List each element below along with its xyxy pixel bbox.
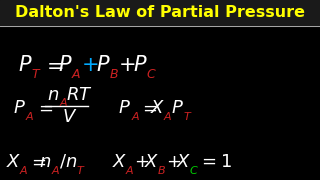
Text: $\mathit{P}$: $\mathit{P}$ — [13, 99, 26, 117]
Text: $\mathit{n}$: $\mathit{n}$ — [65, 153, 77, 171]
Bar — [0, 0, 320, 26]
Text: $\mathit{P}$: $\mathit{P}$ — [171, 99, 184, 117]
Text: $=$: $=$ — [42, 55, 63, 75]
Text: $\mathit{A}$: $\mathit{A}$ — [51, 164, 60, 176]
Text: $\mathit{A}$: $\mathit{A}$ — [19, 164, 28, 176]
Text: $\mathit{C}$: $\mathit{C}$ — [146, 68, 157, 81]
Text: $\mathit{B}$: $\mathit{B}$ — [109, 68, 119, 81]
Text: $\mathit{A}$: $\mathit{A}$ — [163, 110, 172, 122]
Text: $\mathit{P}$: $\mathit{P}$ — [133, 55, 147, 75]
Text: $\mathit{P}$: $\mathit{P}$ — [118, 99, 131, 117]
Text: $= 1$: $= 1$ — [198, 153, 232, 171]
Text: $\mathit{X}$: $\mathit{X}$ — [112, 153, 127, 171]
Text: $\mathit{A}$: $\mathit{A}$ — [59, 96, 68, 108]
Text: $\mathit{T}$: $\mathit{T}$ — [183, 110, 193, 122]
Text: $\mathit{A}$: $\mathit{A}$ — [131, 110, 140, 122]
Text: $\mathit{V}$: $\mathit{V}$ — [62, 108, 77, 126]
Text: $\mathit{A}$: $\mathit{A}$ — [71, 68, 81, 81]
Text: Dalton's Law of Partial Pressure: Dalton's Law of Partial Pressure — [15, 5, 305, 21]
Text: $\mathit{n}$: $\mathit{n}$ — [47, 86, 60, 104]
Text: $=$: $=$ — [35, 99, 53, 117]
Text: $+$: $+$ — [134, 153, 149, 171]
Text: $+$: $+$ — [81, 55, 98, 75]
Text: $\mathit{T}$: $\mathit{T}$ — [76, 164, 86, 176]
Text: $\mathit{X}$: $\mathit{X}$ — [6, 153, 22, 171]
Text: $\mathit{P}$: $\mathit{P}$ — [58, 55, 72, 75]
Text: $+$: $+$ — [166, 153, 181, 171]
Text: $=$: $=$ — [139, 99, 158, 117]
Text: $+$: $+$ — [118, 55, 136, 75]
Text: $\mathit{RT}$: $\mathit{RT}$ — [66, 86, 92, 104]
Text: $\mathit{n}$: $\mathit{n}$ — [39, 153, 51, 171]
Text: $\mathit{X}$: $\mathit{X}$ — [144, 153, 159, 171]
Text: $=$: $=$ — [28, 153, 47, 171]
Text: $\mathit{C}$: $\mathit{C}$ — [189, 164, 198, 176]
Text: $\mathit{A}$: $\mathit{A}$ — [25, 110, 34, 122]
Text: $\mathit{P}$: $\mathit{P}$ — [96, 55, 110, 75]
Text: $\mathit{P}$: $\mathit{P}$ — [18, 55, 32, 75]
Text: $\mathit{X}$: $\mathit{X}$ — [176, 153, 191, 171]
Text: $/$: $/$ — [59, 153, 67, 171]
Text: $\mathit{A}$: $\mathit{A}$ — [125, 164, 134, 176]
Text: $\mathit{B}$: $\mathit{B}$ — [157, 164, 166, 176]
Text: $\mathit{T}$: $\mathit{T}$ — [31, 68, 42, 81]
Text: $\mathit{X}$: $\mathit{X}$ — [150, 99, 165, 117]
